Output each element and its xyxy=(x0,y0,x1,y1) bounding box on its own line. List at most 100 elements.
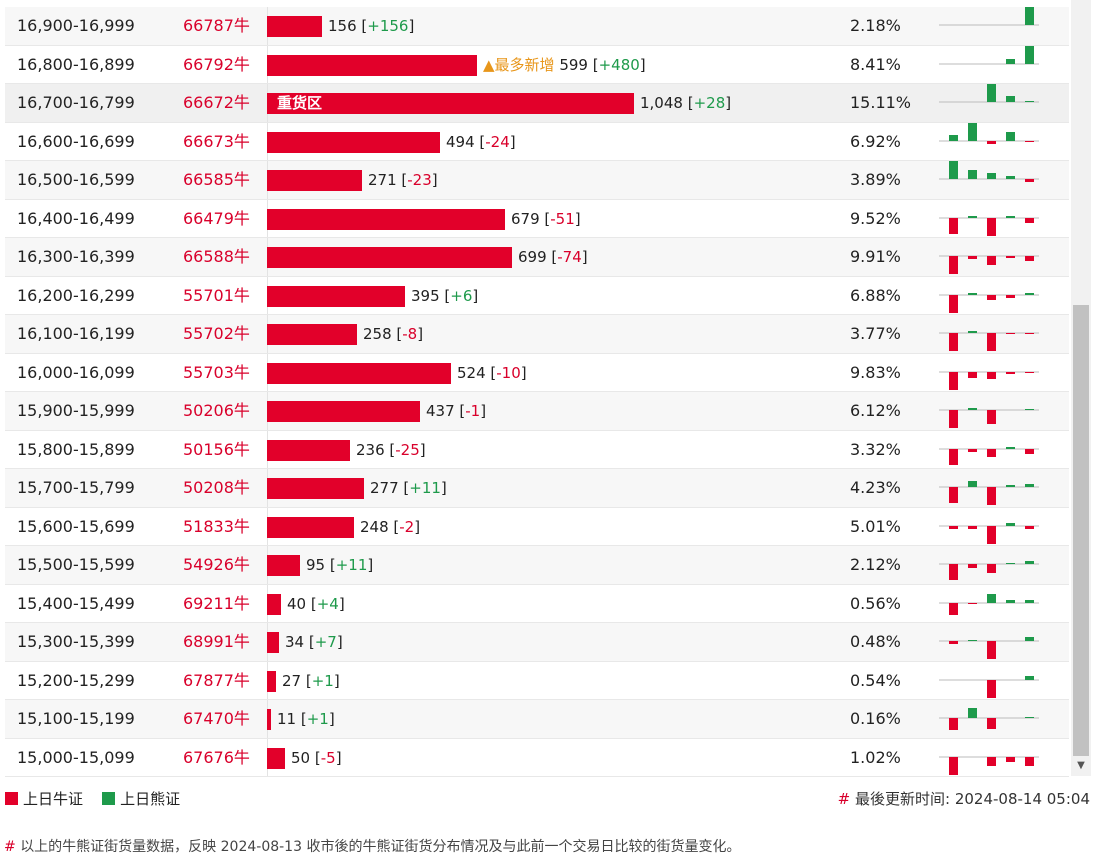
volume-bar xyxy=(267,747,285,769)
trend-sparkline xyxy=(939,255,1039,274)
top-code-link[interactable]: 66585牛 xyxy=(183,170,250,189)
spark-bull-bar xyxy=(949,756,958,775)
spark-bear-bar xyxy=(1025,7,1034,25)
strike-range: 15,800-15,899 xyxy=(17,439,135,459)
spark-bull-bar xyxy=(1025,140,1034,142)
spark-bull-bar xyxy=(1006,294,1015,298)
scrollbar-thumb[interactable] xyxy=(1073,305,1089,756)
table-row: 16,800-16,899 66792牛 ▲最多新增 599 [+480] 8.41% xyxy=(5,45,1069,84)
spark-bear-bar xyxy=(968,292,977,295)
top-code-link[interactable]: 55702牛 xyxy=(183,324,250,343)
spark-bull-bar xyxy=(1006,756,1015,762)
table-row: 15,600-15,699 51833牛 248 [-2] 5.01% xyxy=(5,507,1069,546)
footnote: # 以上的牛熊证街货量数据，反映 2024-08-13 收市後的牛熊证街货分布情… xyxy=(4,836,740,856)
spark-bear-bar xyxy=(987,593,996,603)
volume-bar xyxy=(267,555,300,576)
change-value: +480 xyxy=(598,55,640,74)
table-row: 15,300-15,399 68991牛 34 [+7] 0.48% xyxy=(5,623,1069,662)
table-row: 16,600-16,699 66673牛 494 [-24] 6.92% xyxy=(5,122,1069,161)
top-code-link[interactable]: 67877牛 xyxy=(183,670,250,690)
spark-bull-bar xyxy=(987,564,996,573)
change-value: -25 xyxy=(395,440,420,459)
spark-bull-bar xyxy=(1025,179,1034,182)
top-code-link[interactable]: 66672牛 xyxy=(183,93,250,112)
trend-sparkline xyxy=(939,161,1039,182)
volume-count: 40 [+4] xyxy=(287,594,345,613)
count-value: 50 xyxy=(291,748,311,767)
table-row: 16,400-16,499 66479牛 679 [-51] 9.52% xyxy=(5,199,1069,238)
strike-range: 15,600-15,699 xyxy=(17,516,135,536)
spark-bear-bar xyxy=(1025,675,1034,680)
strike-range: 15,500-15,599 xyxy=(17,555,135,574)
strike-range: 15,400-15,499 xyxy=(17,593,135,613)
change-value: -74 xyxy=(557,248,582,266)
top-code-link[interactable]: 66588牛 xyxy=(183,247,250,266)
table-row: 15,500-15,599 54926牛 95 [+11] 2.12% xyxy=(5,546,1069,585)
top-code-link[interactable]: 54926牛 xyxy=(183,555,250,574)
trend-sparkline xyxy=(939,561,1039,580)
volume-bar xyxy=(267,670,276,692)
spark-bear-bar xyxy=(1006,215,1015,218)
spark-bear-bar xyxy=(968,122,977,141)
volume-count: 679 [-51] xyxy=(511,209,581,228)
top-code-link[interactable]: 50206牛 xyxy=(183,401,250,420)
strike-range: 16,800-16,899 xyxy=(17,54,135,74)
percentage: 6.12% xyxy=(850,401,901,420)
change-value: -5 xyxy=(320,748,336,767)
count-value: 395 xyxy=(411,286,440,305)
volume-count: 27 [+1] xyxy=(282,671,340,690)
spark-bull-bar xyxy=(968,525,977,529)
top-code-link[interactable]: 66479牛 xyxy=(183,208,250,228)
change-value: -1 xyxy=(465,402,481,420)
top-code-link[interactable]: 55703牛 xyxy=(183,362,250,382)
spark-bull-bar xyxy=(968,602,977,604)
spark-bull-bar xyxy=(1006,256,1015,258)
table-row: 15,100-15,199 67470牛 11 [+1] 0.16% xyxy=(5,700,1069,739)
table-row: 16,700-16,799 66672牛 重货区 1,048 [+28] 15.11% xyxy=(5,84,1069,123)
spark-bull-bar xyxy=(987,333,996,351)
top-code-link[interactable]: 66673牛 xyxy=(183,131,250,151)
spark-bull-bar xyxy=(1025,256,1034,261)
top-code-link[interactable]: 55701牛 xyxy=(183,285,250,305)
count-value: 437 xyxy=(426,402,455,420)
legend-bear-label: 上日熊证 xyxy=(120,790,181,808)
top-code-link[interactable]: 68991牛 xyxy=(183,632,250,651)
table-row: 15,000-15,099 67676牛 50 [-5] 1.02% xyxy=(5,738,1069,777)
spark-bear-bar xyxy=(1006,599,1015,603)
top-code-link[interactable]: 51833牛 xyxy=(183,516,250,536)
count-value: 679 xyxy=(511,209,540,228)
change-value: +11 xyxy=(409,479,441,497)
spark-bull-bar xyxy=(987,679,996,698)
most-added-badge: ▲最多新增 xyxy=(483,55,555,74)
legend: 上日牛证 上日熊证 xyxy=(5,788,180,809)
volume-bar xyxy=(267,362,451,384)
table-row: 16,500-16,599 66585牛 271 [-23] 3.89% xyxy=(5,161,1069,200)
strike-range: 15,300-15,399 xyxy=(17,632,135,651)
top-code-link[interactable]: 50208牛 xyxy=(183,478,250,497)
spark-bear-bar xyxy=(968,481,977,487)
volume-bar xyxy=(267,285,405,307)
percentage: 2.12% xyxy=(850,555,901,574)
top-code-link[interactable]: 66787牛 xyxy=(183,16,250,35)
spark-bear-bar xyxy=(1006,563,1015,564)
count-value: 248 xyxy=(360,517,389,536)
spark-bull-bar xyxy=(949,641,958,644)
top-code-link[interactable]: 50156牛 xyxy=(183,439,250,459)
percentage: 3.77% xyxy=(850,324,901,343)
top-code-link[interactable]: 67676牛 xyxy=(183,747,250,767)
percentage: 9.83% xyxy=(850,362,901,382)
spark-bull-bar xyxy=(987,294,996,300)
spark-bear-bar xyxy=(1006,58,1015,64)
top-code-link[interactable]: 66792牛 xyxy=(183,54,250,74)
spark-bear-bar xyxy=(1025,409,1034,410)
strike-range: 15,700-15,799 xyxy=(17,478,135,497)
table-row: 15,700-15,799 50208牛 277 [+11] 4.23% xyxy=(5,469,1069,508)
percentage: 4.23% xyxy=(850,478,901,497)
scroll-down-icon[interactable]: ▼ xyxy=(1077,760,1085,771)
spark-bear-bar xyxy=(1006,446,1015,449)
spark-bull-bar xyxy=(987,525,996,544)
spark-bear-bar xyxy=(1006,131,1015,141)
top-code-link[interactable]: 67470牛 xyxy=(183,709,250,728)
top-code-link[interactable]: 69211牛 xyxy=(183,593,250,613)
spark-bull-bar xyxy=(949,448,958,465)
